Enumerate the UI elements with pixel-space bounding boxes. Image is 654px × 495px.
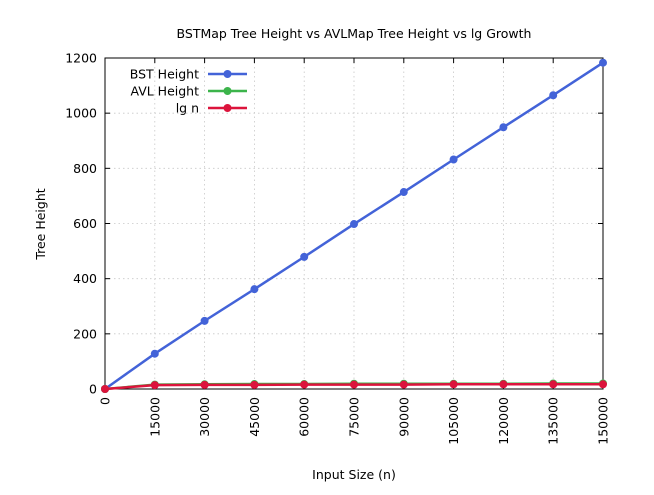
data-point — [350, 220, 358, 229]
data-point — [200, 380, 209, 389]
legend-marker — [223, 70, 232, 78]
x-tick-label: 135000 — [546, 397, 561, 445]
data-point — [499, 380, 508, 389]
axis-ticks: 0 15000 30000 45000 60000 75000 90000 105000 120… — [65, 51, 610, 445]
x-tick-label: 105000 — [446, 397, 461, 445]
y-tick-label: 400 — [73, 271, 97, 286]
data-point — [200, 316, 209, 325]
data-point — [399, 380, 408, 389]
x-axis-label: Input Size (n) — [312, 467, 396, 482]
x-tick-label: 90000 — [396, 397, 411, 437]
y-tick-label: 200 — [73, 326, 97, 341]
x-tick-label: 30000 — [197, 397, 212, 437]
legend-label: lg n — [176, 101, 199, 116]
data-point — [250, 285, 259, 294]
y-axis-label: Tree Height — [33, 188, 48, 260]
data-point — [499, 123, 508, 132]
legend-label: BST Height — [130, 67, 199, 82]
legend-marker — [223, 104, 232, 112]
legend-label: AVL Height — [130, 84, 199, 99]
data-point — [449, 155, 458, 164]
legend-marker — [223, 87, 232, 95]
chart-title: BSTMap Tree Height vs AVLMap Tree Height… — [177, 26, 532, 41]
x-tick-label: 0 — [98, 397, 113, 405]
series-lg-n — [101, 380, 607, 393]
data-point — [300, 252, 309, 261]
y-tick-label: 1200 — [65, 51, 97, 66]
x-tick-label: 60000 — [297, 397, 312, 437]
series-lines — [101, 58, 607, 393]
x-tick-label: 15000 — [147, 397, 162, 437]
data-point — [150, 381, 159, 390]
data-point — [449, 380, 458, 389]
series-bst-height — [101, 58, 607, 393]
data-point — [599, 58, 607, 67]
x-tick-label: 75000 — [347, 397, 362, 437]
data-point — [549, 91, 558, 100]
data-point — [399, 188, 408, 197]
data-point — [101, 385, 109, 393]
data-point — [250, 380, 259, 389]
y-tick-label: 600 — [73, 216, 97, 231]
y-tick-label: 800 — [73, 161, 97, 176]
data-point — [350, 380, 358, 389]
data-point — [599, 380, 607, 389]
data-point — [549, 380, 558, 389]
x-tick-label: 45000 — [247, 397, 262, 437]
y-tick-label: 1000 — [65, 106, 97, 121]
data-point — [300, 380, 309, 389]
y-tick-label: 0 — [89, 382, 97, 397]
x-tick-label: 150000 — [596, 397, 611, 445]
grid-lines — [105, 58, 603, 389]
legend: BST Height AVL Height lg n — [130, 67, 247, 116]
data-point — [150, 349, 159, 358]
x-tick-label: 120000 — [496, 397, 511, 445]
